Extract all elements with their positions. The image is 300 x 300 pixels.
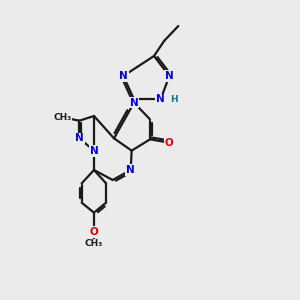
Text: CH₃: CH₃ xyxy=(85,239,103,248)
Text: N: N xyxy=(126,165,135,175)
Text: N: N xyxy=(119,71,128,81)
Text: N: N xyxy=(165,71,174,81)
Text: N: N xyxy=(156,94,165,104)
Text: O: O xyxy=(90,227,98,237)
Text: N: N xyxy=(130,98,138,108)
Text: N: N xyxy=(75,133,84,143)
Text: CH₃: CH₃ xyxy=(53,113,71,122)
Text: O: O xyxy=(165,138,174,148)
Text: H: H xyxy=(170,95,178,104)
Text: N: N xyxy=(90,146,98,156)
